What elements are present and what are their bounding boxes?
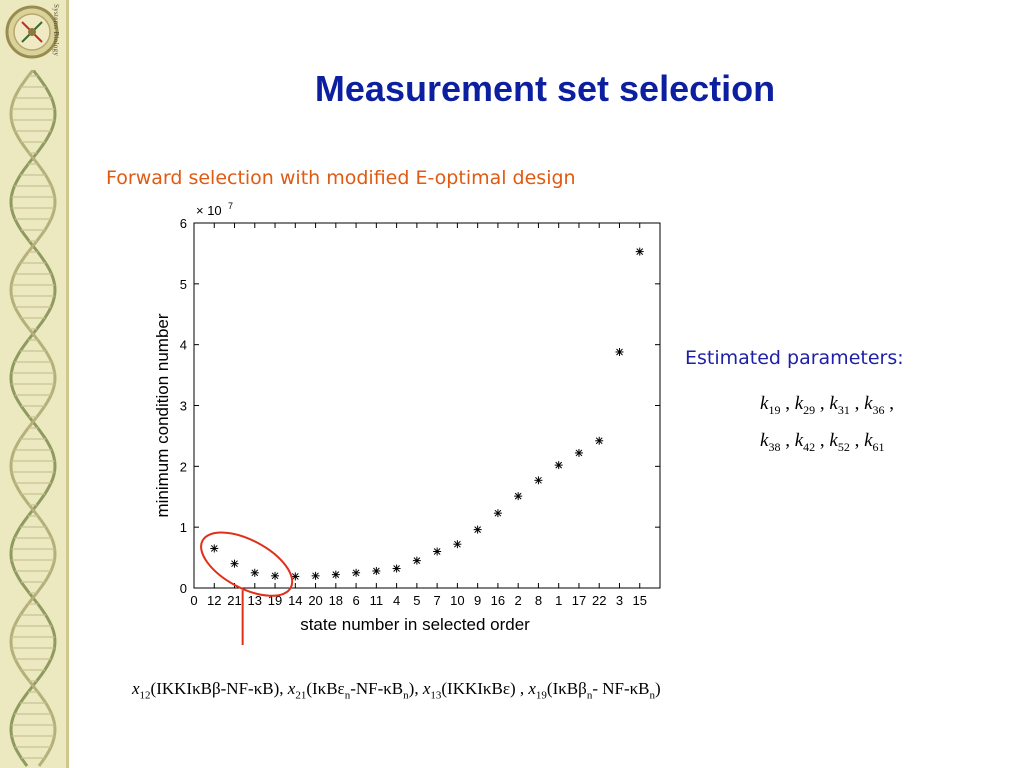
- data-point: [230, 559, 239, 568]
- x-tick-label: 14: [288, 593, 302, 608]
- data-point: [412, 556, 421, 565]
- data-point: [493, 509, 502, 518]
- logo-text: Systems Biology: [52, 4, 60, 57]
- parameters-line-2: k38 , k42 , k52 , k61: [760, 430, 885, 454]
- slide-subtitle: Forward selection with modified E-optima…: [106, 167, 576, 189]
- y-tick-label: 0: [180, 581, 187, 596]
- x-tick-label: 20: [308, 593, 322, 608]
- x-tick-label: 13: [248, 593, 262, 608]
- y-multiplier-exponent: 7: [228, 201, 233, 211]
- data-point: [352, 568, 361, 577]
- data-point: [372, 566, 381, 575]
- y-tick-label: 5: [180, 277, 187, 292]
- data-point: [534, 476, 543, 485]
- data-point: [453, 540, 462, 549]
- x-tick-label: 12: [207, 593, 221, 608]
- plot-area: [193, 222, 661, 589]
- x-tick-label: 16: [491, 593, 505, 608]
- data-point: [271, 571, 280, 580]
- data-point: [615, 347, 624, 356]
- data-point: [635, 247, 644, 256]
- sidebar-decoration: Systems Biology: [0, 0, 69, 768]
- slide-title: Measurement set selection: [314, 68, 776, 109]
- x-tick-label: 21: [227, 593, 241, 608]
- x-tick-label: 8: [535, 593, 542, 608]
- systems-biology-logo-icon: [5, 5, 59, 59]
- x-tick-label: 6: [352, 593, 359, 608]
- x-tick-label: 1: [555, 593, 562, 608]
- y-axis-label: minimum condition number: [153, 313, 172, 517]
- data-point: [433, 547, 442, 556]
- x-tick-label: 4: [393, 593, 400, 608]
- x-tick-label: 15: [633, 593, 647, 608]
- highlight-ellipse: [200, 531, 294, 597]
- y-tick-label: 3: [180, 399, 187, 414]
- y-tick-label: 4: [180, 338, 187, 353]
- data-point: [291, 572, 300, 581]
- x-tick-label: 18: [329, 593, 343, 608]
- x-tick-label: 17: [572, 593, 586, 608]
- x-tick-label: 3: [616, 593, 623, 608]
- x-tick-label: 5: [413, 593, 420, 608]
- y-tick-label: 6: [180, 216, 187, 231]
- dna-helix-icon: [9, 70, 57, 767]
- x-tick-label: 11: [370, 593, 384, 608]
- data-point: [473, 525, 482, 534]
- x-tick-label: 22: [592, 593, 606, 608]
- x-tick-label: 7: [434, 593, 441, 608]
- x-tick-label: 10: [450, 593, 464, 608]
- data-point: [514, 492, 523, 501]
- data-point: [392, 564, 401, 573]
- selected-states-caption: x12(IKKIκBβ-NF-κB), x21(IκBεn-NF-κBn), x…: [132, 679, 661, 702]
- x-tick-label: 2: [515, 593, 522, 608]
- estimated-parameters-label: Estimated parameters:: [685, 347, 904, 369]
- data-point: [595, 436, 604, 445]
- data-point: [250, 568, 259, 577]
- data-point: [574, 448, 583, 457]
- parameters-line-1: k19 , k29 , k31 , k36 ,: [760, 393, 894, 417]
- y-tick-label: 2: [180, 459, 187, 474]
- data-point: [331, 570, 340, 579]
- y-multiplier-label: × 10: [196, 203, 222, 218]
- data-point: [311, 571, 320, 580]
- y-tick-label: 1: [180, 520, 187, 535]
- data-point: [210, 544, 219, 553]
- x-tick-label: 0: [190, 593, 197, 608]
- x-axis-label: state number in selected order: [300, 615, 530, 634]
- data-point: [554, 461, 563, 470]
- x-tick-label: 9: [474, 593, 481, 608]
